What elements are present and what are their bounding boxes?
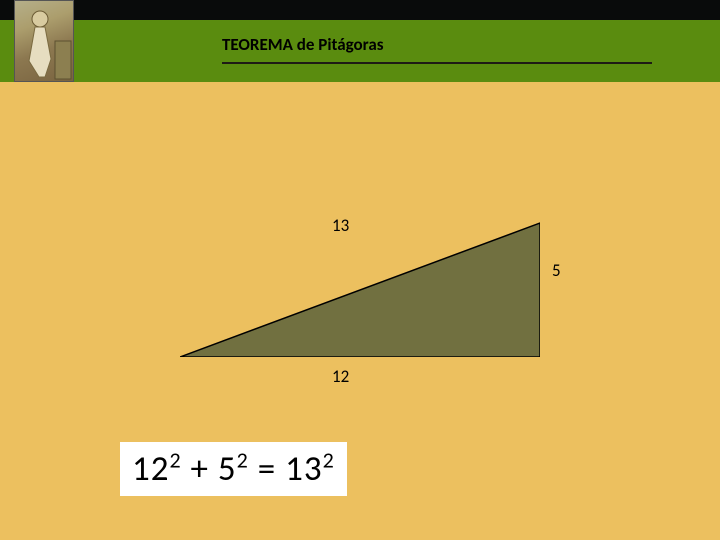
slide: TEOREMA de Pitágoras 13 5 12 122 + 52 = … [0, 0, 720, 540]
title-underline [222, 62, 652, 64]
eq-b-exp: 2 [237, 446, 249, 473]
slide-body: 13 5 12 122 + 52 = 132 [0, 82, 720, 540]
eq-a: 12 [132, 448, 169, 490]
right-triangle [180, 197, 540, 357]
eq-plus: + [182, 448, 218, 490]
header-top-bar [0, 0, 720, 20]
slide-header: TEOREMA de Pitágoras [0, 0, 720, 82]
label-hypotenuse: 13 [332, 215, 349, 236]
label-vertical: 5 [552, 260, 561, 281]
triangle-poly [180, 223, 540, 357]
equation-box: 122 + 52 = 132 [120, 442, 347, 496]
eq-equals: = [249, 448, 285, 490]
eq-b: 5 [218, 448, 237, 490]
eq-c-exp: 2 [323, 446, 335, 473]
triangle-diagram [180, 197, 540, 357]
equation-text: 122 + 52 = 132 [132, 448, 335, 490]
slide-title: TEOREMA de Pitágoras [222, 34, 384, 55]
eq-c: 13 [285, 448, 322, 490]
eq-a-exp: 2 [169, 446, 181, 473]
pythagoras-image [14, 0, 74, 82]
label-base: 12 [332, 366, 349, 387]
